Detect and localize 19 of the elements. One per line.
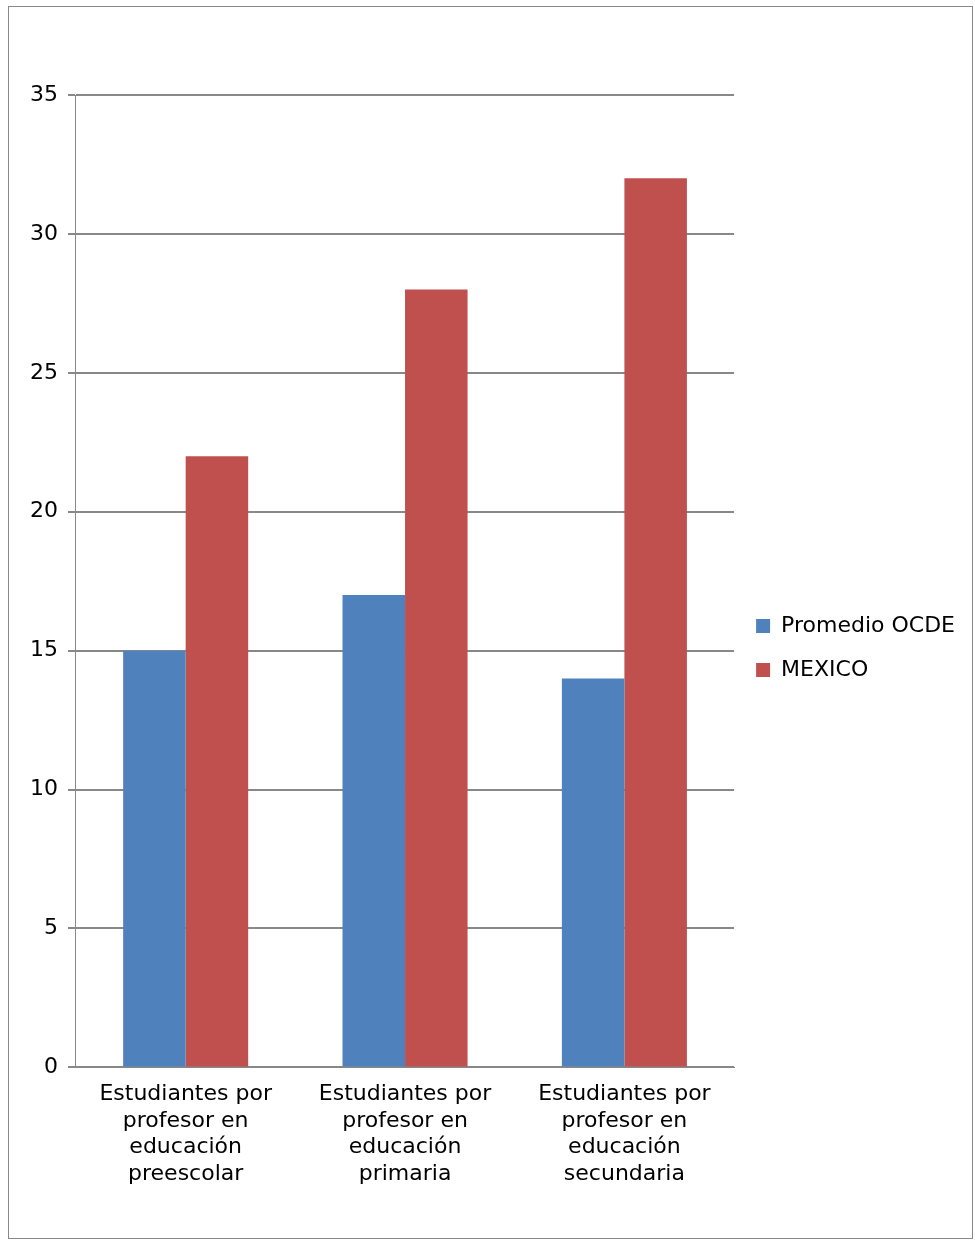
y-tick-label: 0 [43,1053,58,1079]
bar [624,178,687,1067]
y-tick-label: 30 [29,219,58,245]
y-tick-label: 35 [29,80,58,106]
x-tick-label: Estudiantes por profesor en educación secundaria [538,1080,712,1185]
y-tick-label: 15 [29,636,58,662]
bar [185,456,249,1067]
y-tick-label: 5 [43,914,58,940]
bar [342,595,406,1067]
bar [405,289,468,1067]
legend-label: Promedio OCDE [781,611,956,637]
y-tick-label: 20 [29,497,58,523]
bar [561,678,625,1067]
legend-label: MEXICO [781,655,869,681]
y-tick-label: 10 [29,775,58,801]
y-tick-label: 25 [29,358,58,384]
bar [123,650,186,1067]
x-tick-label: Estudiantes por profesor en educación primaria [318,1080,493,1185]
x-tick-label: Estudiantes por profesor en educación preescolar [99,1080,273,1185]
